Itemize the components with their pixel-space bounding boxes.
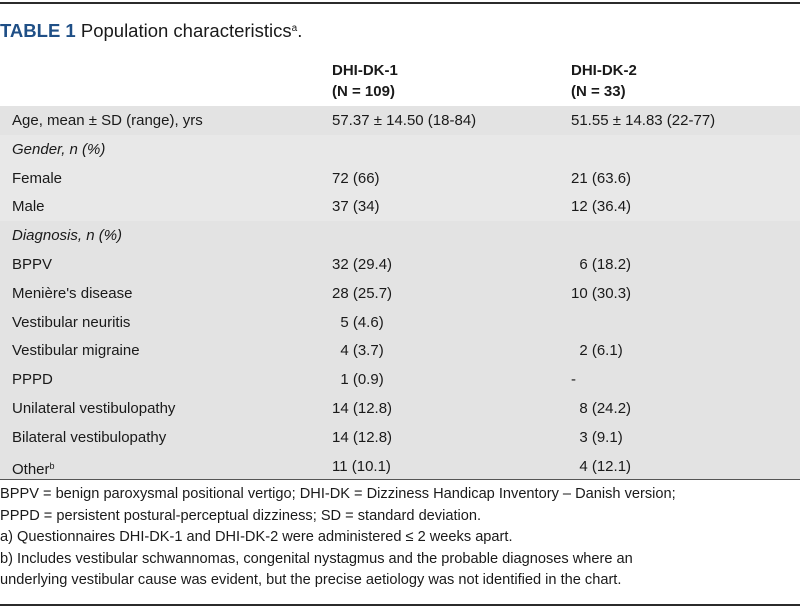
row-footnote-marker: b xyxy=(49,460,55,471)
table-row: Age, mean ± SD (range), yrs 57.37 ± 14.5… xyxy=(0,106,800,135)
table-bottom-rule xyxy=(0,479,800,480)
table-row: Menière's disease 28 (25.7) 10 (30.3) xyxy=(0,278,800,308)
cell-dhi-dk-2: 21 (63.6) xyxy=(571,169,632,187)
table-body: Age, mean ± SD (range), yrs 57.37 ± 14.5… xyxy=(0,106,800,484)
table-row: Male 37 (34) 12 (36.4) xyxy=(0,192,800,222)
section-label-gender: Gender, n (%) xyxy=(12,140,106,158)
cell-dhi-dk-1: 32 (29.4) xyxy=(332,255,393,273)
row-label: Vestibular migraine xyxy=(12,342,140,360)
table-title: Population characteristics xyxy=(80,20,292,41)
cell-dhi-dk-1: 1 (0.9) xyxy=(332,371,384,389)
column-header-title: DHI-DK-2 xyxy=(571,62,637,79)
table-row: BPPV 32 (29.4) 6 (18.2) xyxy=(0,249,800,279)
cell-dhi-dk-2: 12 (36.4) xyxy=(571,198,632,216)
column-header-dhi-dk-1: DHI-DK-1 (N = 109) xyxy=(332,60,398,102)
cell-dhi-dk-2: 51.55 ± 14.83 (22-77) xyxy=(571,112,716,129)
column-header-dhi-dk-2: DHI-DK-2 (N = 33) xyxy=(571,60,637,102)
cell-dhi-dk-1: 14 (12.8) xyxy=(332,399,393,417)
cell-dhi-dk-2: 4 (12.1) xyxy=(571,457,632,475)
cell-dhi-dk-1: 28 (25.7) xyxy=(332,284,393,302)
table-row: Otherb 11 (10.1) 4 (12.1) xyxy=(0,451,800,484)
column-header-n: (N = 109) xyxy=(332,83,395,100)
cell-dhi-dk-2: 10 (30.3) xyxy=(571,284,632,302)
table-row: Female 72 (66) 21 (63.6) xyxy=(0,163,800,193)
cell-dhi-dk-2: 6 (18.2) xyxy=(571,255,632,273)
cell-dhi-dk-1: 11 (10.1) xyxy=(332,457,391,475)
table-number: TABLE 1 xyxy=(0,20,76,41)
table-row: Bilateral vestibulopathy 14 (12.8) 3 (9.… xyxy=(0,422,800,452)
cell-dhi-dk-2: 2 (6.1) xyxy=(571,342,623,360)
table-caption: TABLE 1 Population characteristicsa. xyxy=(0,17,302,43)
column-header-n: (N = 33) xyxy=(571,83,626,100)
cell-dhi-dk-1: 4 (3.7) xyxy=(332,342,384,360)
section-label-diagnosis: Diagnosis, n (%) xyxy=(12,227,123,245)
table-row: Unilateral vestibulopathy 14 (12.8) 8 (2… xyxy=(0,393,800,423)
cell-dhi-dk-1: 37 (34) xyxy=(332,198,380,216)
cell-dhi-dk-1: 72 (66) xyxy=(332,169,380,187)
row-label: PPPD xyxy=(12,371,53,389)
footnote-abbreviations-cont: PPPD = persistent postural-perceptual di… xyxy=(0,507,482,524)
cell-dhi-dk-1: 57.37 ± 14.50 (18-84) xyxy=(332,112,477,129)
cell-dhi-dk-1: 14 (12.8) xyxy=(332,428,393,446)
table-row: Vestibular neuritis 5 (4.6) xyxy=(0,307,800,337)
table-row: Diagnosis, n (%) xyxy=(0,221,800,250)
table-row: Gender, n (%) xyxy=(0,134,800,164)
row-label: Female xyxy=(12,169,63,187)
row-label: Menière's disease xyxy=(12,284,133,302)
footnote-b-cont: underlying vestibular cause was evident,… xyxy=(0,572,622,588)
footnote-a: a) Questionnaires DHI-DK-1 and DHI-DK-2 … xyxy=(0,529,513,545)
footnote-b: b) Includes vestibular schwannomas, cong… xyxy=(0,550,633,567)
table-row: PPPD 1 (0.9) - xyxy=(0,365,800,394)
row-label-text: Other xyxy=(12,460,50,478)
table-row: Vestibular migraine 4 (3.7) 2 (6.1) xyxy=(0,336,800,366)
cell-dhi-dk-2: 8 (24.2) xyxy=(571,399,632,417)
row-label: Vestibular neuritis xyxy=(12,313,131,331)
top-rule xyxy=(0,2,800,4)
bottom-rule xyxy=(0,604,800,606)
cell-dhi-dk-1: 5 (4.6) xyxy=(332,313,384,331)
row-label: Age, mean ± SD (range), yrs xyxy=(12,112,203,129)
caption-footnote-marker: a xyxy=(291,23,298,34)
cell-dhi-dk-2: 3 (9.1) xyxy=(571,428,623,446)
row-label: Male xyxy=(12,198,45,216)
row-label: Otherb xyxy=(12,452,55,484)
column-header-title: DHI-DK-1 xyxy=(332,62,398,79)
footnote-abbreviations: BPPV = benign paroxysmal positional vert… xyxy=(0,486,676,502)
row-label: BPPV xyxy=(12,255,53,273)
row-label: Unilateral vestibulopathy xyxy=(12,399,176,417)
table-footnotes: BPPV = benign paroxysmal positional vert… xyxy=(0,484,800,592)
row-label: Bilateral vestibulopathy xyxy=(12,428,167,446)
cell-dhi-dk-2: - xyxy=(571,371,576,389)
table-header: DHI-DK-1 (N = 109) DHI-DK-2 (N = 33) xyxy=(0,60,800,104)
caption-period: . xyxy=(297,20,303,41)
